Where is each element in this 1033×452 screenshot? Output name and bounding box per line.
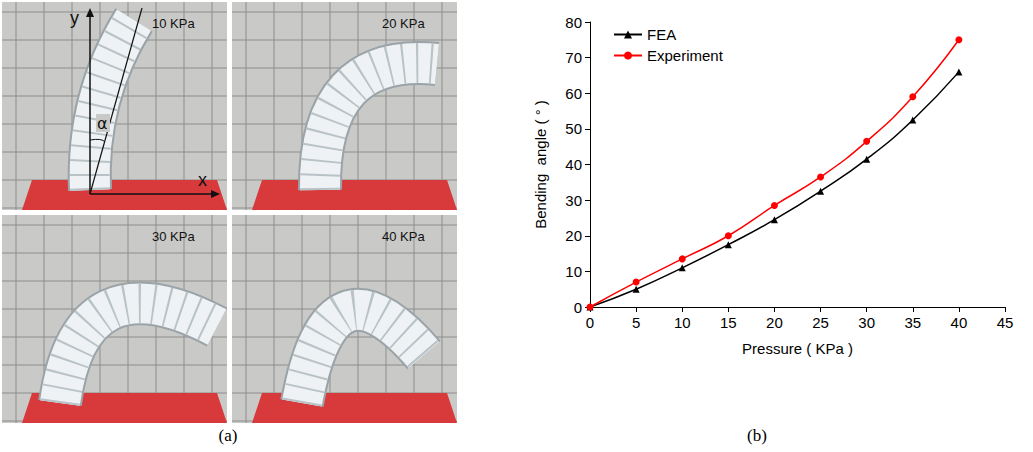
svg-text:40: 40	[565, 156, 582, 173]
svg-text:x: x	[198, 170, 207, 190]
svg-text:Experiment: Experiment	[647, 47, 724, 64]
svg-text:20 KPa: 20 KPa	[382, 16, 425, 31]
svg-text:50: 50	[565, 120, 582, 137]
svg-text:20: 20	[565, 227, 582, 244]
svg-text:30: 30	[858, 314, 875, 331]
svg-text:0: 0	[586, 314, 594, 331]
svg-text:40 KPa: 40 KPa	[382, 229, 425, 244]
svg-text:10: 10	[565, 263, 582, 280]
svg-text:α: α	[97, 114, 108, 133]
svg-text:FEA: FEA	[647, 26, 676, 43]
svg-text:5: 5	[632, 314, 640, 331]
svg-text:45: 45	[997, 314, 1014, 331]
svg-text:Bending angle ( ° ): Bending angle ( ° )	[532, 100, 549, 229]
svg-text:40: 40	[951, 314, 968, 331]
svg-text:70: 70	[565, 49, 582, 66]
svg-text:30 KPa: 30 KPa	[152, 229, 195, 244]
html-text:(b): (b)	[747, 426, 767, 445]
svg-text:80: 80	[565, 14, 582, 31]
svg-text:35: 35	[904, 314, 921, 331]
svg-text:Pressure ( KPa ): Pressure ( KPa )	[742, 340, 853, 357]
svg-text:0: 0	[574, 299, 582, 316]
svg-text:10: 10	[674, 314, 691, 331]
svg-text:y: y	[70, 8, 79, 28]
svg-text:25: 25	[812, 314, 829, 331]
svg-text:60: 60	[565, 85, 582, 102]
svg-text:10 KPa: 10 KPa	[152, 16, 195, 31]
svg-text:20: 20	[766, 314, 783, 331]
svg-text:30: 30	[565, 192, 582, 209]
html-text:(a): (a)	[218, 426, 238, 445]
svg-text:15: 15	[720, 314, 737, 331]
